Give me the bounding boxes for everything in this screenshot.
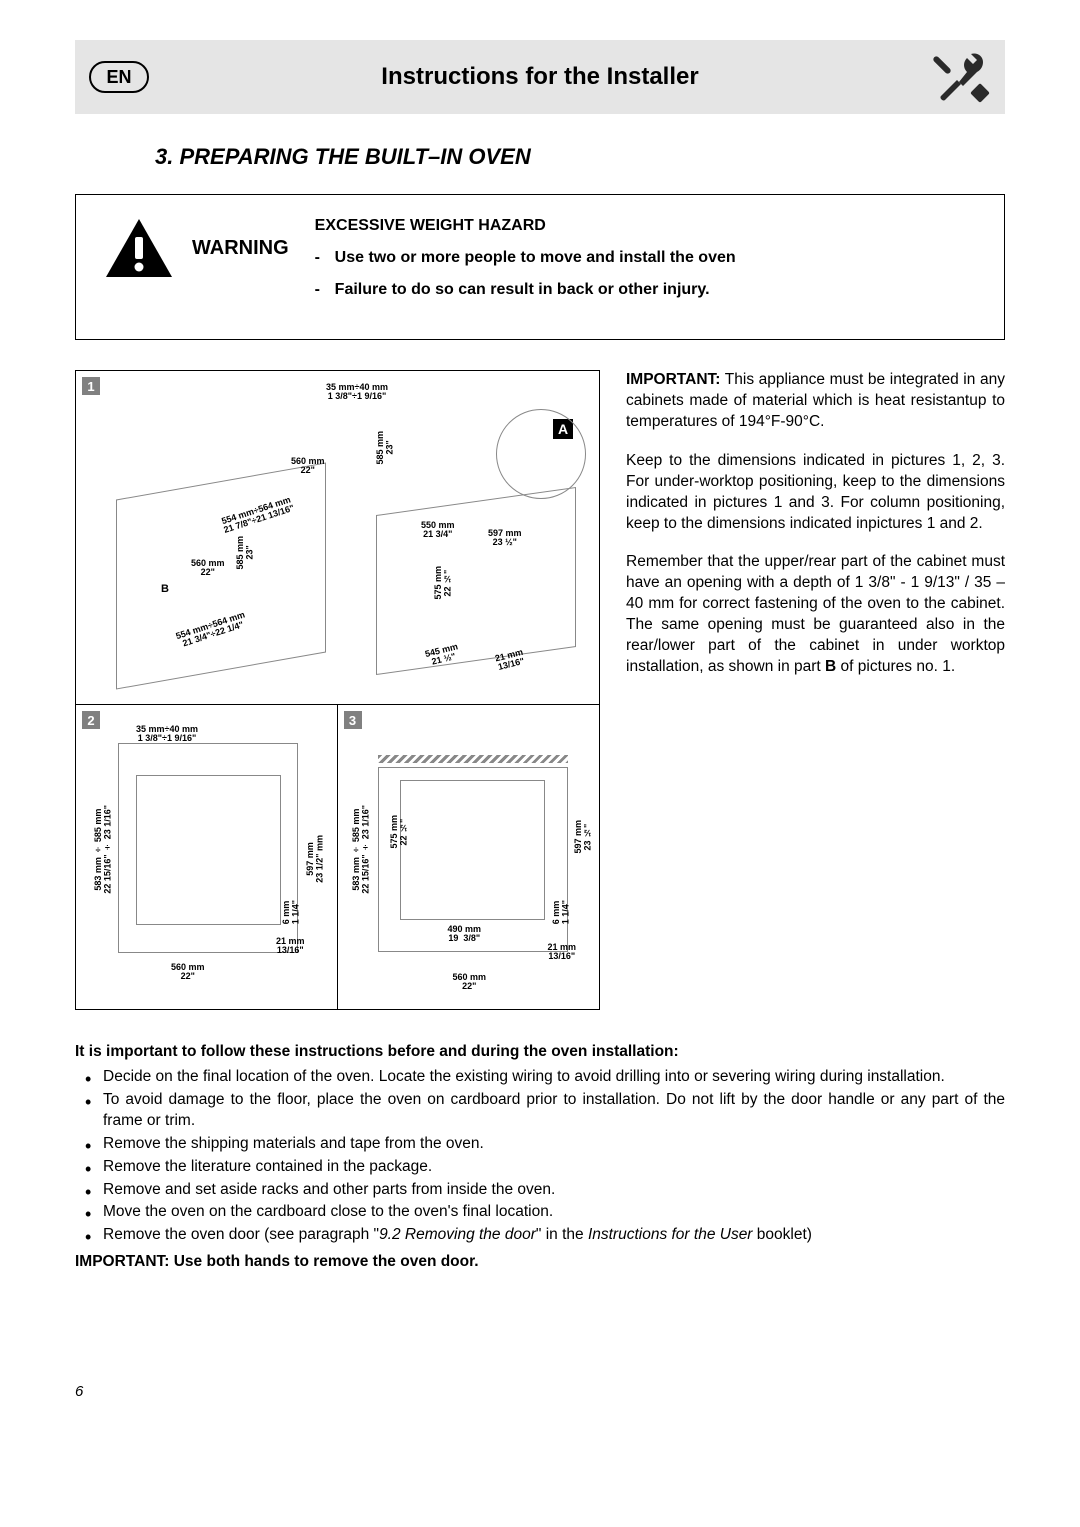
instruction-item: To avoid damage to the floor, place the … [75,1090,1005,1132]
section-number: 3. [155,144,173,169]
diagram-row: 2 35 mm÷40 mm 1 3/8"÷1 9/16" 583 mm ÷ 58… [75,705,600,1010]
instruction-item: Remove and set aside racks and other par… [75,1180,1005,1201]
dim-label: 597 mm 23 1/2" mm [306,835,325,883]
instruction-item: Decide on the final location of the oven… [75,1067,1005,1088]
page-number: 6 [75,1383,1005,1400]
diagram-column: 1 A 35 mm÷40 mm 1 3/8"÷1 9/16" 585 mm 23… [75,370,600,1010]
important-lead: IMPORTANT: [626,371,720,388]
instr-7-mid: " in the [536,1226,588,1243]
warning-content: EXCESSIVE WEIGHT HAZARD Use two or more … [315,217,976,313]
warning-left: WARNING [104,217,289,279]
instruction-item: Remove the literature contained in the p… [75,1157,1005,1178]
mid-row: 1 A 35 mm÷40 mm 1 3/8"÷1 9/16" 585 mm 23… [75,370,1005,1010]
important-text: IMPORTANT: This appliance must be integr… [626,370,1005,1010]
important-p3: Remember that the upper/rear part of the… [626,552,1005,678]
dim-label: 21 mm 13/16" [276,937,305,956]
dim-label: 583 mm ÷ 585 mm 22 15/16" ÷ 23 1/16" [352,805,371,894]
oven-front [400,780,545,920]
dim-label: 575 mm 22 ½" [434,566,453,600]
dim-label: 21 mm 13/16" [548,943,577,962]
diagram-number: 2 [82,711,100,729]
dim-label: 560 mm 22" [171,963,205,982]
important-p1: IMPORTANT: This appliance must be integr… [626,370,1005,433]
hazard-item: Failure to do so can result in back or o… [315,281,976,299]
section-title: 3. PREPARING THE BUILT–IN OVEN [155,144,1005,170]
diagram-3: 3 583 mm ÷ 585 mm 22 15/16" ÷ 23 1/16" 5… [338,705,601,1010]
tools-icon [933,48,991,106]
diagram-number: 1 [82,377,100,395]
dim-label: 550 mm 21 3/4" [421,521,455,540]
warning-triangle-icon [104,217,174,279]
instr-7-italic1: 9.2 Removing the door [379,1226,536,1243]
dim-label: 35 mm÷40 mm 1 3/8"÷1 9/16" [326,383,388,402]
dim-label: 6 mm 1 1/4" [282,900,301,924]
diagram-letter-b: B [161,583,169,595]
instructions-block: It is important to follow these instruct… [75,1042,1005,1273]
dim-label: 35 mm÷40 mm 1 3/8"÷1 9/16" [136,725,198,744]
dim-label: 490 mm 19 3/8" [448,925,482,944]
header-title: Instructions for the Installer [381,63,698,91]
instructions-lead: It is important to follow these instruct… [75,1042,1005,1063]
diagram-number: 3 [344,711,362,729]
language-badge: EN [89,61,149,93]
dim-label: 560 mm 22" [191,559,225,578]
diagram-1: 1 A 35 mm÷40 mm 1 3/8"÷1 9/16" 585 mm 23… [75,370,600,705]
dim-label: 21 mm 13/16" [494,648,526,673]
dim-label: 597 mm 23 ½" [488,529,522,548]
dim-label: 585 mm 23" [236,536,255,570]
instructions-list: Decide on the final location of the oven… [75,1067,1005,1246]
dim-label: 585 mm 23" [376,431,395,465]
instr-7-post: booklet) [752,1226,811,1243]
warning-box: WARNING EXCESSIVE WEIGHT HAZARD Use two … [75,194,1005,340]
hazard-item: Use two or more people to move and insta… [315,249,976,267]
instr-7-pre: Remove the oven door (see paragraph " [103,1226,379,1243]
important-p2: Keep to the dimensions indicated in pict… [626,451,1005,535]
instruction-item: Move the oven on the cardboard close to … [75,1202,1005,1223]
instructions-trailer: IMPORTANT: Use both hands to remove the … [75,1252,1005,1273]
dim-label: 560 mm 22" [453,973,487,992]
dim-label: 597 mm 23 ½" [574,820,593,854]
header-band: EN Instructions for the Installer [75,40,1005,114]
important-p3-b: of pictures no. 1. [836,658,955,675]
hazard-list: Use two or more people to move and insta… [315,249,976,299]
important-p3-bold: B [825,658,836,675]
instruction-item: Remove the oven door (see paragraph "9.2… [75,1225,1005,1246]
section-heading: PREPARING THE BUILT–IN OVEN [179,144,530,169]
dim-label: 575 mm 22 ½" [390,815,409,849]
detail-circle [496,409,586,499]
warning-label: WARNING [192,237,289,260]
oven-outline [376,487,576,675]
worktop-hatch [378,755,568,763]
oven-front [136,775,281,925]
instruction-item: Remove the shipping materials and tape f… [75,1134,1005,1155]
page: EN Instructions for the Installer 3. PRE… [0,0,1080,1430]
diagram-2: 2 35 mm÷40 mm 1 3/8"÷1 9/16" 583 mm ÷ 58… [75,705,338,1010]
hazard-title: EXCESSIVE WEIGHT HAZARD [315,217,976,235]
instr-7-italic2: Instructions for the User [588,1226,753,1243]
dim-label: 583 mm ÷ 585 mm 22 15/16" ÷ 23 1/16" [94,805,113,894]
dim-label: 6 mm 1 1/4" [552,900,571,924]
dim-label: 560 mm 22" [291,457,325,476]
important-p3-a: Remember that the upper/rear part of the… [626,553,1005,675]
